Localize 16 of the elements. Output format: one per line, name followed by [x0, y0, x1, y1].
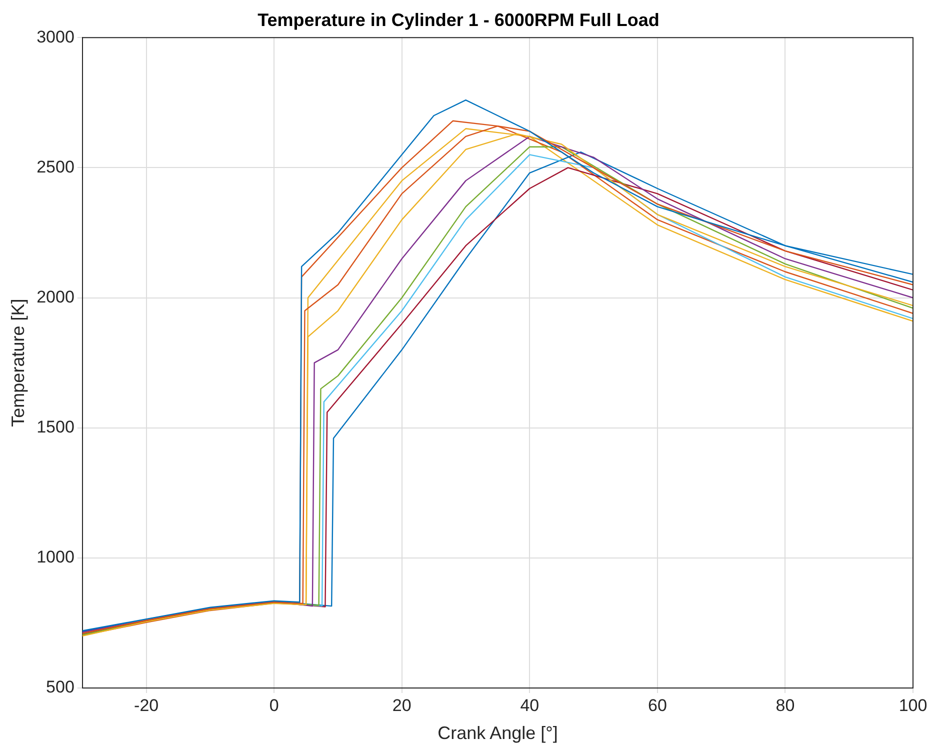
y-axis-title: Temperature [K]: [8, 298, 28, 427]
x-tick-label: 80: [776, 696, 795, 715]
y-tick-label: 1500: [36, 418, 74, 437]
y-tick-label: 2000: [36, 287, 74, 306]
x-tick-label: 40: [520, 696, 540, 715]
x-tick-label: -20: [134, 696, 159, 715]
y-tick-label: 3000: [36, 27, 74, 46]
x-tick-label: 60: [648, 696, 667, 715]
y-tick-label: 2500: [36, 157, 74, 176]
y-tick-label: 1000: [36, 548, 74, 567]
x-tick-label: 20: [392, 696, 412, 715]
x-tick-label: 0: [269, 696, 279, 715]
chart-title: Temperature in Cylinder 1 - 6000RPM Full Load: [258, 10, 660, 30]
y-tick-label: 500: [46, 678, 74, 697]
x-tick-label: 100: [898, 696, 928, 715]
x-axis-title: Crank Angle [°]: [438, 723, 558, 744]
